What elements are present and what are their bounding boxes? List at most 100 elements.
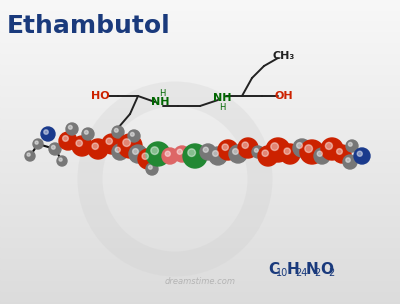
Text: dreamstime.com: dreamstime.com: [164, 278, 236, 286]
Bar: [0, 191, 400, 192]
Circle shape: [233, 149, 238, 154]
Bar: [0, 10, 400, 11]
Bar: [0, 72, 400, 73]
Bar: [0, 257, 400, 258]
Bar: [0, 61, 400, 62]
Bar: [0, 32, 400, 33]
Bar: [0, 214, 400, 215]
Circle shape: [346, 140, 358, 152]
Bar: [0, 172, 400, 173]
Text: 2: 2: [314, 268, 320, 278]
Bar: [0, 141, 400, 142]
Text: H₃C: H₃C: [99, 141, 121, 151]
Circle shape: [59, 132, 77, 150]
Bar: [0, 71, 400, 72]
Bar: [0, 21, 400, 22]
Bar: [0, 250, 400, 251]
Bar: [0, 229, 400, 230]
Bar: [0, 154, 400, 155]
Bar: [0, 266, 400, 267]
Bar: [0, 13, 400, 14]
Circle shape: [209, 147, 227, 165]
Bar: [0, 136, 400, 137]
Bar: [0, 255, 400, 256]
Circle shape: [305, 145, 312, 153]
Bar: [0, 274, 400, 275]
Bar: [0, 131, 400, 132]
Circle shape: [218, 140, 238, 160]
Circle shape: [25, 151, 35, 161]
Bar: [0, 52, 400, 53]
Bar: [0, 262, 400, 263]
Bar: [0, 178, 400, 179]
Circle shape: [114, 128, 118, 132]
Bar: [0, 201, 400, 202]
Circle shape: [142, 153, 148, 159]
Bar: [0, 188, 400, 189]
Bar: [0, 85, 400, 86]
Bar: [0, 193, 400, 194]
Bar: [0, 105, 400, 106]
Bar: [0, 149, 400, 150]
Circle shape: [68, 126, 72, 129]
Bar: [0, 282, 400, 283]
Circle shape: [222, 144, 228, 150]
Bar: [0, 92, 400, 93]
Bar: [0, 269, 400, 270]
Bar: [0, 223, 400, 224]
Text: 2: 2: [328, 268, 334, 278]
Circle shape: [112, 144, 128, 160]
Bar: [0, 234, 400, 235]
Bar: [0, 54, 400, 55]
Bar: [0, 43, 400, 44]
Circle shape: [300, 140, 324, 164]
Bar: [0, 26, 400, 27]
Bar: [0, 267, 400, 268]
Bar: [0, 111, 400, 112]
Bar: [0, 168, 400, 169]
Text: NH: NH: [151, 97, 169, 107]
Bar: [0, 66, 400, 67]
Bar: [0, 213, 400, 214]
Text: H: H: [219, 103, 225, 112]
Bar: [0, 50, 400, 51]
Bar: [0, 143, 400, 144]
Text: Ethambutol: Ethambutol: [7, 14, 171, 38]
Bar: [0, 291, 400, 292]
Bar: [0, 283, 400, 284]
Circle shape: [129, 145, 147, 163]
Bar: [0, 65, 400, 66]
Bar: [0, 170, 400, 171]
Bar: [0, 60, 400, 61]
Bar: [0, 23, 400, 24]
Bar: [0, 36, 400, 37]
Bar: [0, 116, 400, 117]
Circle shape: [92, 143, 98, 149]
Bar: [0, 132, 400, 133]
Circle shape: [333, 145, 351, 163]
Bar: [0, 137, 400, 138]
Bar: [0, 249, 400, 250]
Bar: [0, 86, 400, 87]
Bar: [0, 242, 400, 243]
Bar: [0, 70, 400, 71]
Bar: [0, 19, 400, 20]
Bar: [0, 233, 400, 234]
Bar: [0, 207, 400, 208]
Bar: [0, 68, 400, 69]
Bar: [0, 152, 400, 153]
Bar: [0, 59, 400, 60]
Bar: [0, 0, 400, 1]
Bar: [0, 158, 400, 159]
Bar: [0, 175, 400, 176]
Bar: [0, 87, 400, 88]
Circle shape: [314, 148, 330, 164]
Circle shape: [252, 146, 264, 158]
Bar: [0, 81, 400, 82]
Bar: [0, 259, 400, 260]
Text: N: N: [306, 261, 319, 277]
Circle shape: [280, 144, 300, 164]
Bar: [0, 253, 400, 254]
Bar: [0, 120, 400, 121]
Bar: [0, 160, 400, 161]
